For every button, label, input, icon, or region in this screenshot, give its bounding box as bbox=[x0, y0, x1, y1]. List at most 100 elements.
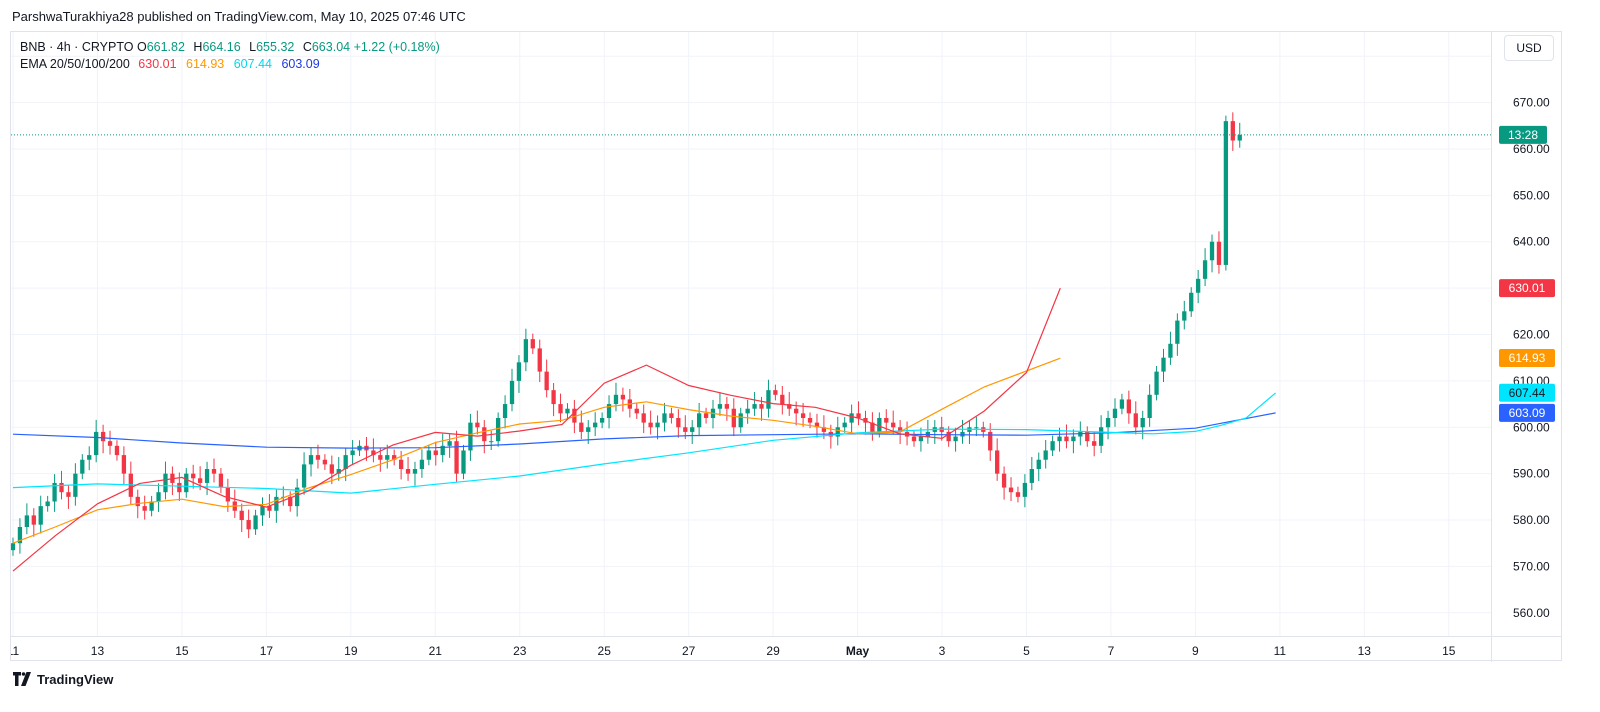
candle-body bbox=[1001, 473, 1007, 488]
candle-body bbox=[766, 390, 771, 409]
x-tick-label: 13 bbox=[91, 644, 105, 658]
ema-label: EMA 20/50/100/200 bbox=[20, 57, 130, 71]
candle-body bbox=[260, 506, 265, 516]
candle bbox=[1064, 424, 1069, 449]
candle bbox=[1085, 426, 1090, 447]
candle-body bbox=[378, 455, 383, 460]
candle-body bbox=[891, 422, 896, 428]
candle bbox=[558, 393, 563, 423]
ohlc-row: BNB · 4h · CRYPTO O661.82 H664.16 L655.3… bbox=[20, 39, 445, 56]
candle bbox=[565, 403, 570, 419]
x-tick-label: 25 bbox=[598, 644, 612, 658]
candle bbox=[593, 412, 598, 437]
low-label: L bbox=[249, 40, 257, 54]
candle-body bbox=[405, 469, 411, 474]
candle-body bbox=[870, 422, 875, 432]
candle bbox=[780, 385, 785, 415]
candle bbox=[246, 509, 251, 539]
candle bbox=[1126, 390, 1131, 424]
candle bbox=[24, 503, 30, 535]
candle bbox=[1202, 248, 1208, 287]
candle bbox=[766, 379, 771, 418]
candle-body bbox=[537, 348, 542, 372]
candle-body bbox=[308, 455, 314, 465]
x-tick-label: 23 bbox=[513, 644, 527, 658]
candle bbox=[1036, 452, 1041, 482]
candle-body bbox=[350, 450, 355, 456]
candle-body bbox=[1182, 311, 1187, 321]
candle bbox=[662, 402, 667, 432]
candle-body bbox=[551, 390, 556, 405]
candle bbox=[184, 468, 189, 498]
candle bbox=[911, 430, 917, 447]
candle-body bbox=[1092, 441, 1097, 446]
candle-body bbox=[974, 427, 979, 429]
candle bbox=[1112, 398, 1118, 427]
candle bbox=[1119, 393, 1125, 415]
candle bbox=[329, 455, 334, 485]
candle bbox=[1015, 486, 1021, 503]
candle bbox=[821, 415, 827, 440]
candle bbox=[239, 503, 244, 533]
candle-body bbox=[738, 413, 743, 428]
candle bbox=[918, 427, 924, 452]
candle bbox=[1092, 432, 1097, 457]
candle bbox=[1196, 270, 1201, 304]
candle-body bbox=[1064, 436, 1069, 442]
candle bbox=[52, 474, 57, 512]
candle-body bbox=[1237, 134, 1242, 141]
candle-body bbox=[842, 422, 847, 428]
candle bbox=[100, 424, 106, 454]
candle bbox=[620, 387, 626, 412]
currency-button[interactable]: USD bbox=[1504, 35, 1554, 61]
candle-body bbox=[599, 417, 605, 423]
price-chart[interactable]: 560.00570.00580.00590.00600.00610.00620.… bbox=[11, 32, 1563, 662]
candle bbox=[260, 497, 265, 526]
candle-body bbox=[440, 445, 445, 456]
candle-body bbox=[253, 515, 258, 530]
candle-body bbox=[454, 441, 459, 474]
open-value: 661.82 bbox=[146, 40, 185, 54]
candle bbox=[1071, 429, 1076, 454]
candle bbox=[405, 456, 411, 481]
x-tick-label: 11 bbox=[11, 644, 20, 658]
candle-body bbox=[295, 487, 300, 507]
candle bbox=[11, 537, 16, 556]
candle bbox=[191, 464, 196, 489]
candle bbox=[1223, 115, 1229, 271]
candle-body bbox=[45, 501, 50, 507]
footer-branding[interactable]: TradingView bbox=[12, 670, 113, 688]
candle-body bbox=[468, 422, 473, 451]
ema-tag-bg bbox=[1499, 279, 1555, 298]
candle-body bbox=[1036, 459, 1041, 470]
candle-body bbox=[634, 408, 639, 414]
y-tick-label: 560.00 bbox=[1513, 606, 1550, 620]
y-tick-label: 590.00 bbox=[1513, 467, 1550, 481]
ema-row[interactable]: EMA 20/50/100/200 630.01 614.93 607.44 6… bbox=[20, 56, 445, 73]
x-tick-label: 3 bbox=[939, 644, 946, 658]
candle-body bbox=[197, 478, 203, 483]
candle bbox=[454, 430, 459, 483]
candle bbox=[599, 412, 605, 429]
candle bbox=[870, 412, 875, 441]
ema-tag: 614.93 bbox=[1499, 349, 1555, 368]
candle bbox=[128, 461, 133, 505]
candle-body bbox=[191, 473, 196, 479]
candle bbox=[204, 461, 210, 495]
candle-body bbox=[80, 459, 85, 474]
candle bbox=[1209, 234, 1215, 273]
candle bbox=[995, 438, 1000, 481]
candle-body bbox=[690, 427, 695, 432]
candle-body bbox=[773, 390, 778, 395]
candle bbox=[1230, 112, 1235, 151]
candle-body bbox=[239, 510, 244, 521]
candle-body bbox=[821, 427, 827, 432]
candle bbox=[724, 396, 730, 421]
symbol-label[interactable]: BNB · 4h · CRYPTO bbox=[20, 40, 134, 54]
candle bbox=[849, 404, 854, 434]
candle bbox=[80, 454, 85, 480]
footer-brand-text: TradingView bbox=[37, 671, 114, 687]
candle bbox=[17, 518, 23, 554]
close-value: 663.04 +1.22 (+0.18%) bbox=[311, 40, 440, 54]
chart-frame[interactable]: 560.00 570.00 580.00 590.00 600.00 610.00 620.… bbox=[10, 31, 1563, 662]
